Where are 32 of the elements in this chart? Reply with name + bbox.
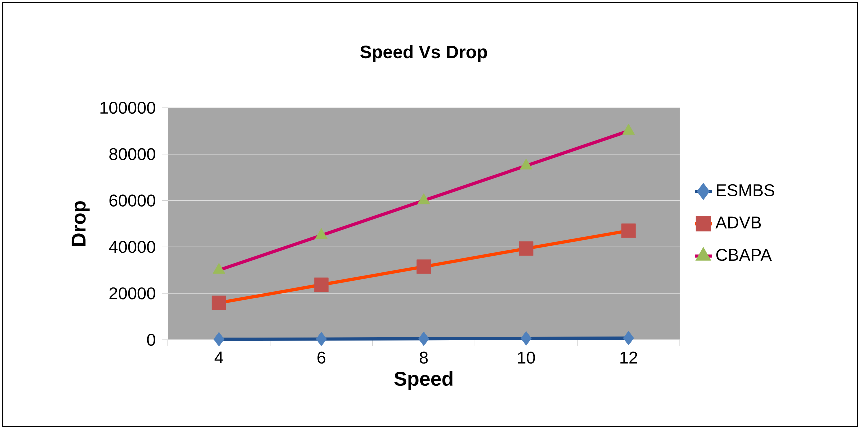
- y-tick-label: 100000: [100, 102, 156, 114]
- point: [520, 158, 533, 170]
- point: [416, 260, 432, 274]
- x-tick-label: 12: [620, 352, 638, 364]
- y-tick-label: 60000: [110, 194, 156, 207]
- y-tick-label: 40000: [109, 241, 156, 254]
- y-tick-label: 20000: [110, 288, 156, 300]
- legend-label: ESMBS: [717, 184, 774, 196]
- x-axis-title: Speed: [394, 371, 453, 390]
- point: [314, 278, 329, 292]
- legend-label: ADVB: [716, 216, 762, 229]
- y-tick-label: 0: [147, 334, 156, 346]
- x-tick-label: 4: [214, 352, 224, 364]
- point: [212, 296, 226, 310]
- point: [622, 124, 636, 135]
- point: [214, 332, 225, 347]
- point: [623, 331, 634, 346]
- chart-title: Speed Vs Drop: [360, 45, 488, 62]
- point: [519, 242, 534, 256]
- y-tick-label: 80000: [110, 148, 156, 160]
- x-tick-label: 6: [318, 352, 326, 364]
- point: [212, 263, 226, 274]
- point: [418, 332, 430, 346]
- point: [520, 331, 532, 346]
- point: [315, 228, 328, 240]
- legend-label: CBAPA: [716, 249, 772, 262]
- y-axis-title: Drop: [72, 201, 90, 246]
- point: [316, 332, 328, 346]
- x-tick-label: 10: [518, 352, 536, 364]
- point: [622, 224, 636, 238]
- point: [418, 194, 430, 204]
- x-tick-label: 8: [420, 352, 428, 364]
